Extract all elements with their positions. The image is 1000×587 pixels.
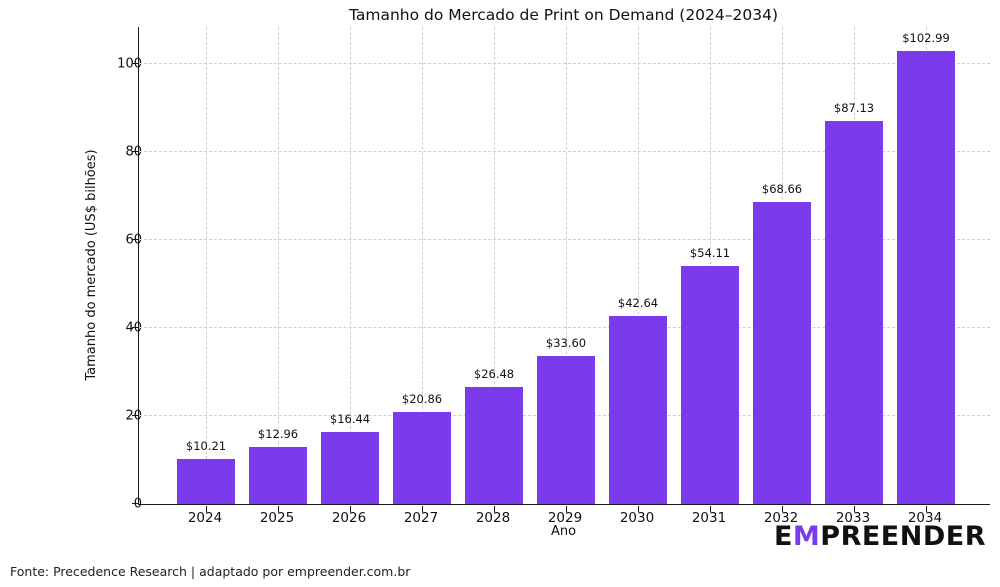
x-tick-mark: [854, 506, 855, 512]
bar-value-label: $87.13: [833, 100, 875, 115]
bar-value-label: $12.96: [257, 426, 299, 441]
y-tick-label: 80: [125, 144, 142, 160]
x-tick-mark: [782, 506, 783, 512]
h-gridline: [139, 150, 990, 152]
x-tick-mark: [422, 506, 423, 512]
chart-title: Tamanho do Mercado de Print on Demand (2…: [348, 6, 779, 24]
x-tick-label: 2032: [763, 510, 799, 526]
bar-2027: [393, 412, 451, 504]
h-gridline: [139, 62, 990, 64]
x-tick-label: 2030: [619, 510, 655, 526]
y-tick-label: 20: [125, 408, 142, 424]
bar-value-label: $102.99: [902, 30, 950, 45]
bar-2028: [465, 387, 523, 504]
bar-2033: [825, 120, 883, 504]
v-gridline: [206, 27, 207, 504]
bar-value-label: $68.66: [761, 181, 803, 196]
x-tick-label: 2025: [259, 510, 295, 526]
h-gridline: [139, 238, 990, 240]
bar-value-label: $54.11: [689, 245, 731, 260]
empreender-logo: EMPREENDER: [774, 521, 986, 552]
x-tick-label: 2031: [691, 510, 727, 526]
bar-2034: [897, 50, 955, 504]
v-gridline: [566, 27, 567, 504]
x-tick-mark: [350, 506, 351, 512]
v-gridline: [278, 27, 279, 504]
v-gridline: [422, 27, 423, 504]
x-tick-mark: [566, 506, 567, 512]
v-gridline: [350, 27, 351, 504]
x-tick-label: 2033: [835, 510, 871, 526]
y-tick-mark: [132, 503, 138, 504]
y-tick-label: 0: [133, 496, 142, 512]
y-axis-title: Tamanho do mercado (US$ bilhões): [84, 149, 99, 381]
bar-2026: [321, 431, 379, 504]
x-tick-mark: [494, 506, 495, 512]
bar-value-label: $16.44: [329, 411, 371, 426]
y-tick-label: 100: [117, 56, 142, 72]
y-tick-mark: [132, 150, 138, 152]
bar-2030: [609, 316, 667, 504]
y-tick-label: 40: [125, 320, 142, 336]
plot-area: $10.21 $12.96 $16.44 $20.86 $26.48 $33.60 $42.…: [132, 27, 990, 512]
x-tick-mark: [710, 506, 711, 512]
h-gridline: [139, 327, 990, 328]
logo-letter-m: M: [792, 521, 821, 552]
bar-2029: [537, 356, 595, 504]
x-tick-mark: [926, 506, 927, 512]
bar-2031: [681, 265, 739, 504]
v-gridline: [638, 27, 639, 504]
y-tick-mark: [132, 327, 138, 328]
x-tick-mark: [206, 506, 207, 512]
source-attribution: Fonte: Precedence Research | adaptado po…: [10, 564, 411, 579]
x-tick-label: 2029: [547, 510, 583, 526]
x-tick-mark: [638, 506, 639, 512]
logo-letter-e: E: [773, 521, 793, 552]
bar-value-label: $42.64: [617, 296, 659, 311]
x-tick-label: 2034: [907, 510, 943, 526]
x-tick-label: 2027: [403, 510, 439, 526]
bar-2025: [249, 446, 307, 504]
x-tick-label: 2028: [475, 510, 511, 526]
bar-2024: [177, 459, 235, 504]
bar-value-label: $20.86: [401, 392, 443, 407]
bar-2032: [753, 201, 811, 504]
x-tick-mark: [278, 506, 279, 512]
y-tick-mark: [132, 62, 138, 64]
bar-value-label: $10.21: [185, 439, 227, 454]
y-tick-mark: [132, 415, 138, 416]
x-tick-label: 2026: [331, 510, 367, 526]
x-tick-label: 2024: [187, 510, 223, 526]
v-gridline: [710, 27, 711, 504]
logo-rest: PREENDER: [820, 521, 986, 552]
y-tick-label: 60: [125, 232, 142, 248]
y-tick-mark: [132, 238, 138, 240]
v-gridline: [494, 27, 495, 504]
x-axis-title: Ano: [550, 524, 577, 539]
bar-value-label: $33.60: [545, 336, 587, 351]
bar-value-label: $26.48: [473, 367, 515, 382]
